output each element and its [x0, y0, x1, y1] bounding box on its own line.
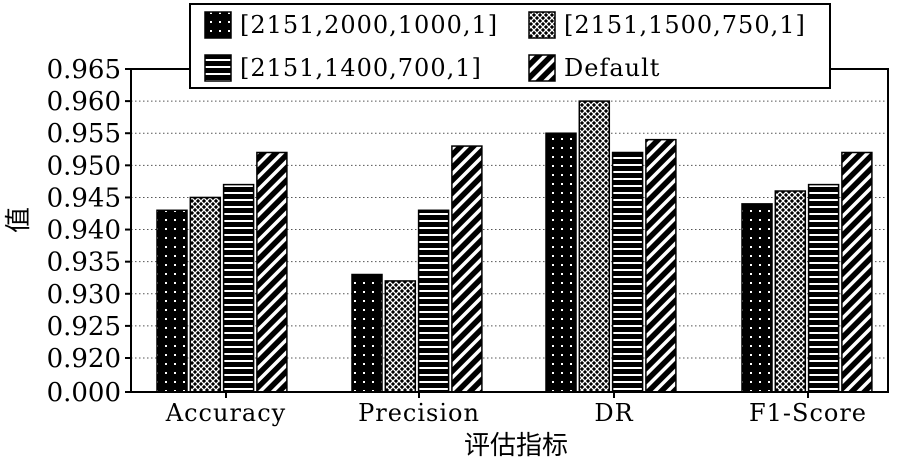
bar [384, 280, 417, 393]
legend-label: [2151,2000,1000,1] [240, 11, 498, 39]
y-tick-label: 0.950 [47, 151, 121, 181]
legend-swatch [528, 54, 556, 82]
bar [451, 145, 483, 393]
legend-box [189, 3, 831, 89]
bar [545, 132, 577, 393]
y-tick-label: 0.920 [47, 344, 121, 374]
x-category-label: Accuracy [165, 399, 286, 427]
x-axis-categories: Accuracy Precision DR F1-Score [165, 392, 867, 427]
y-tick-label: 0.940 [47, 216, 121, 246]
legend-label: [2151,1500,750,1] [564, 11, 806, 39]
bar [351, 273, 383, 393]
bar [578, 100, 611, 393]
bar [256, 151, 288, 393]
x-category-label: Precision [358, 399, 480, 427]
legend-label: Default [564, 54, 660, 82]
x-category-label: F1-Score [749, 399, 867, 427]
y-tick-label: 0.965 [47, 55, 121, 85]
legend: [2151,2000,1000,1] [2151,1500,750,1] [2151… [189, 3, 831, 89]
bar [645, 138, 677, 393]
x-axis-title: 评估指标 [464, 431, 568, 461]
y-tick-label: 0.945 [47, 183, 121, 213]
bar [222, 183, 255, 393]
legend-swatch [204, 54, 232, 82]
y-tick-label: 0.935 [47, 248, 121, 278]
y-tick-label: 0.960 [47, 87, 121, 117]
legend-swatch [528, 11, 556, 39]
y-tick-label: 0.000 [47, 378, 121, 408]
y-tick-label: 0.925 [47, 312, 121, 342]
bar [841, 151, 873, 393]
bar [156, 209, 188, 393]
y-axis-title: 值 [4, 207, 34, 233]
y-tick-label: 0.930 [47, 280, 121, 310]
bars [156, 100, 873, 393]
bar [741, 203, 773, 393]
x-category-label: DR [594, 399, 633, 427]
bar [189, 196, 222, 393]
y-axis-ticks: 0.000 0.9200.9250.9300.9350.9400.9450.950… [47, 55, 131, 408]
legend-swatch [204, 11, 232, 39]
y-tick-label: 0.955 [47, 119, 121, 149]
bar [807, 183, 840, 393]
bar [611, 151, 644, 393]
legend-label: [2151,1400,700,1] [240, 54, 482, 82]
bar [774, 190, 807, 393]
bar [417, 209, 450, 393]
